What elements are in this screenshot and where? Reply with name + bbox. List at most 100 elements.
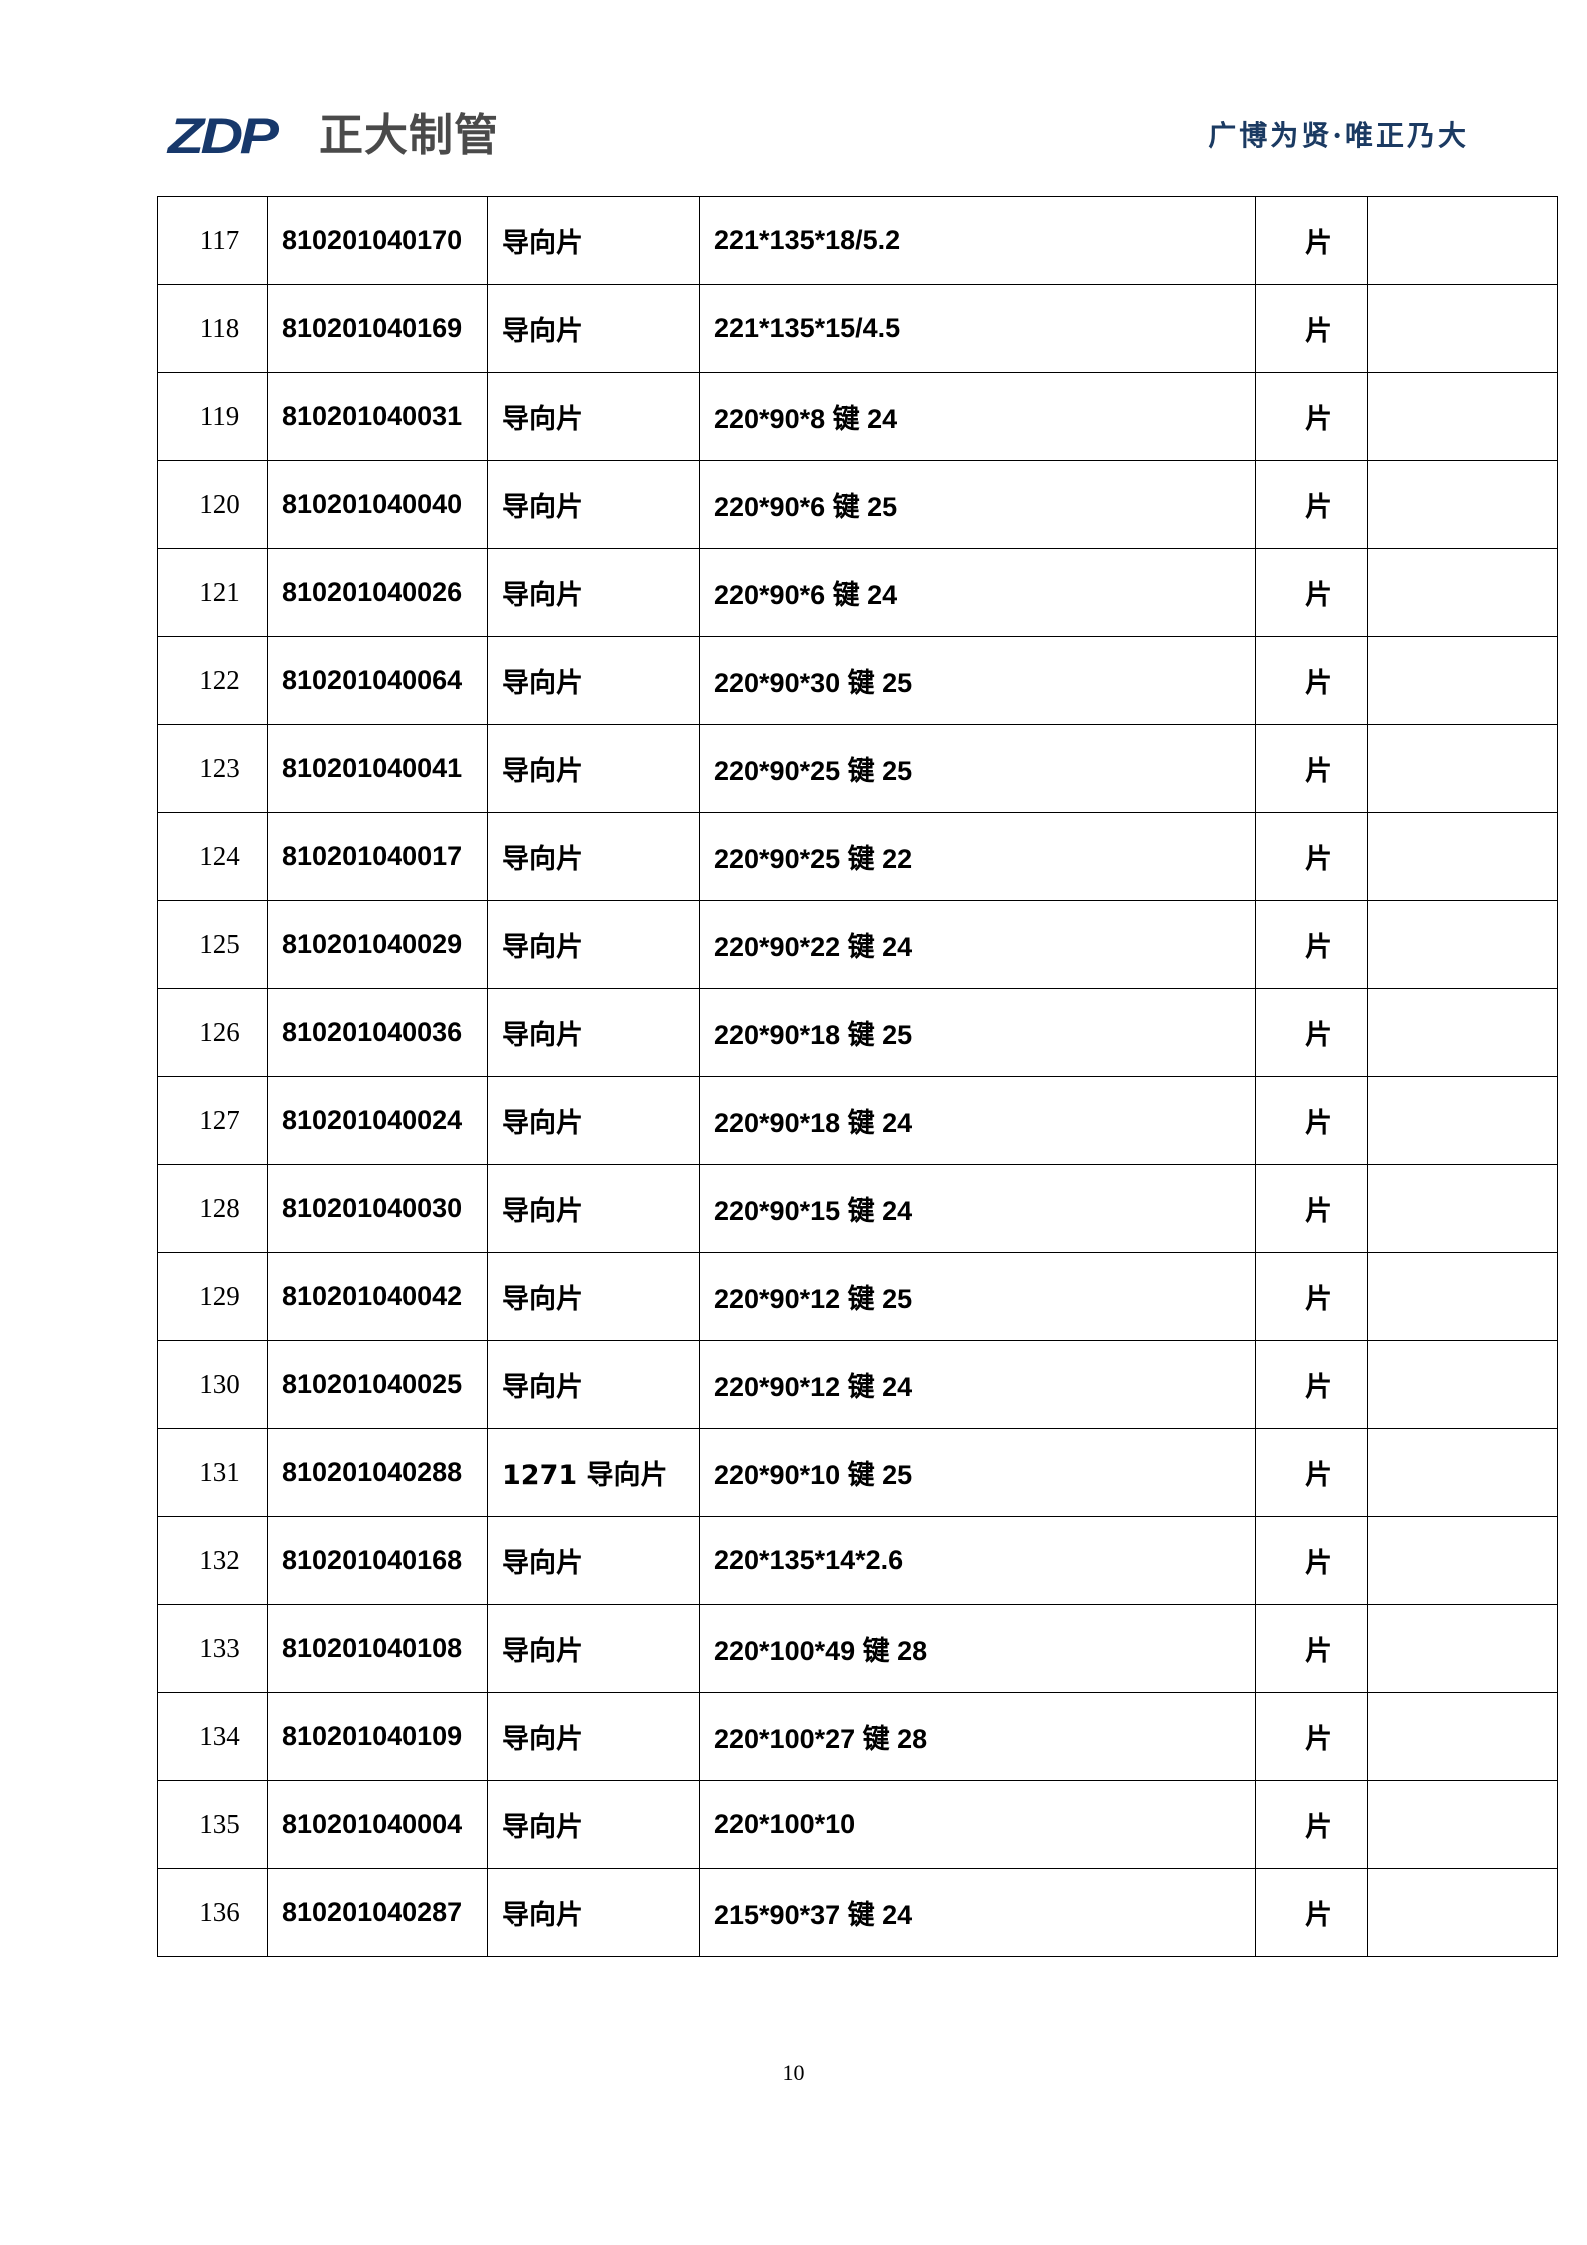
table-row: 129 810201040042 导向片 220*90*12 键 25 片 bbox=[157, 1252, 1558, 1341]
table-row: 131 810201040288 1271 导向片 220*90*10 键 25 片 bbox=[157, 1428, 1558, 1517]
material-name-cell: 导向片 bbox=[487, 1868, 700, 1957]
row-index-cell: 119 bbox=[157, 372, 268, 461]
material-name-cell: 导向片 bbox=[487, 372, 700, 461]
remark-cell bbox=[1367, 812, 1558, 901]
row-index-cell: 123 bbox=[157, 724, 268, 813]
row-index-cell: 136 bbox=[157, 1868, 268, 1957]
material-name-cell: 导向片 bbox=[487, 988, 700, 1077]
specification-cell: 220*90*18 键 25 bbox=[699, 988, 1256, 1077]
table-row: 120 810201040040 导向片 220*90*6 键 25 片 bbox=[157, 460, 1558, 549]
specification-cell: 220*100*49 键 28 bbox=[699, 1604, 1256, 1693]
material-code-cell: 810201040041 bbox=[267, 724, 488, 813]
specification-cell: 220*100*10 bbox=[699, 1780, 1256, 1869]
page-number: 10 bbox=[782, 2060, 805, 2085]
remark-cell bbox=[1367, 1604, 1558, 1693]
material-name-cell: 导向片 bbox=[487, 1692, 700, 1781]
material-code-cell: 810201040004 bbox=[267, 1780, 488, 1869]
unit-cell: 片 bbox=[1255, 284, 1368, 373]
unit-cell: 片 bbox=[1255, 460, 1368, 549]
unit-cell: 片 bbox=[1255, 1692, 1368, 1781]
material-name-cell: 导向片 bbox=[487, 1340, 700, 1429]
remark-cell bbox=[1367, 636, 1558, 725]
specification-cell: 220*90*12 键 24 bbox=[699, 1340, 1256, 1429]
material-code-cell: 810201040036 bbox=[267, 988, 488, 1077]
specification-cell: 220*90*25 键 25 bbox=[699, 724, 1256, 813]
material-name-cell: 导向片 bbox=[487, 812, 700, 901]
row-index-cell: 122 bbox=[157, 636, 268, 725]
remark-cell bbox=[1367, 1340, 1558, 1429]
unit-cell: 片 bbox=[1255, 724, 1368, 813]
remark-cell bbox=[1367, 1164, 1558, 1253]
parts-table: 117 810201040170 导向片 221*135*18/5.2 片 118 8102… bbox=[157, 196, 1558, 1957]
unit-cell: 片 bbox=[1255, 636, 1368, 725]
specification-cell: 220*100*27 键 28 bbox=[699, 1692, 1256, 1781]
table-row: 122 810201040064 导向片 220*90*30 键 25 片 bbox=[157, 636, 1558, 725]
unit-cell: 片 bbox=[1255, 1516, 1368, 1605]
specification-cell: 220*90*8 键 24 bbox=[699, 372, 1256, 461]
row-index-cell: 124 bbox=[157, 812, 268, 901]
table-row: 128 810201040030 导向片 220*90*15 键 24 片 bbox=[157, 1164, 1558, 1253]
material-name-cell: 导向片 bbox=[487, 1516, 700, 1605]
remark-cell bbox=[1367, 1428, 1558, 1517]
remark-cell bbox=[1367, 1868, 1558, 1957]
row-index-cell: 125 bbox=[157, 900, 268, 989]
specification-cell: 220*135*14*2.6 bbox=[699, 1516, 1256, 1605]
material-code-cell: 810201040025 bbox=[267, 1340, 488, 1429]
material-code-cell: 810201040287 bbox=[267, 1868, 488, 1957]
table-row: 123 810201040041 导向片 220*90*25 键 25 片 bbox=[157, 724, 1558, 813]
material-name-cell: 导向片 bbox=[487, 1604, 700, 1693]
material-name-cell: 导向片 bbox=[487, 1164, 700, 1253]
specification-cell: 221*135*18/5.2 bbox=[699, 196, 1256, 285]
remark-cell bbox=[1367, 372, 1558, 461]
remark-cell bbox=[1367, 1076, 1558, 1165]
specification-cell: 221*135*15/4.5 bbox=[699, 284, 1256, 373]
material-code-cell: 810201040024 bbox=[267, 1076, 488, 1165]
table-row: 136 810201040287 导向片 215*90*37 键 24 片 bbox=[157, 1868, 1558, 1957]
unit-cell: 片 bbox=[1255, 1340, 1368, 1429]
unit-cell: 片 bbox=[1255, 1868, 1368, 1957]
material-name-cell: 导向片 bbox=[487, 548, 700, 637]
row-index-cell: 134 bbox=[157, 1692, 268, 1781]
material-code-cell: 810201040170 bbox=[267, 196, 488, 285]
material-name-cell: 导向片 bbox=[487, 460, 700, 549]
remark-cell bbox=[1367, 196, 1558, 285]
page-header: ZDP 正大制管 广博为贤·唯正乃大 bbox=[0, 110, 1587, 180]
table-row: 134 810201040109 导向片 220*100*27 键 28 片 bbox=[157, 1692, 1558, 1781]
specification-cell: 215*90*37 键 24 bbox=[699, 1868, 1256, 1957]
material-code-cell: 810201040030 bbox=[267, 1164, 488, 1253]
specification-cell: 220*90*30 键 25 bbox=[699, 636, 1256, 725]
specification-cell: 220*90*10 键 25 bbox=[699, 1428, 1256, 1517]
table-row: 126 810201040036 导向片 220*90*18 键 25 片 bbox=[157, 988, 1558, 1077]
unit-cell: 片 bbox=[1255, 548, 1368, 637]
specification-cell: 220*90*18 键 24 bbox=[699, 1076, 1256, 1165]
material-code-cell: 810201040108 bbox=[267, 1604, 488, 1693]
unit-cell: 片 bbox=[1255, 196, 1368, 285]
material-name-cell: 导向片 bbox=[487, 724, 700, 813]
row-index-cell: 126 bbox=[157, 988, 268, 1077]
parts-table-container: 117 810201040170 导向片 221*135*18/5.2 片 118 8102… bbox=[157, 196, 1558, 1957]
row-index-cell: 118 bbox=[157, 284, 268, 373]
unit-cell: 片 bbox=[1255, 1780, 1368, 1869]
row-index-cell: 129 bbox=[157, 1252, 268, 1341]
table-row: 124 810201040017 导向片 220*90*25 键 22 片 bbox=[157, 812, 1558, 901]
page-footer: 10 bbox=[0, 2060, 1587, 2086]
remark-cell bbox=[1367, 284, 1558, 373]
specification-cell: 220*90*6 键 25 bbox=[699, 460, 1256, 549]
remark-cell bbox=[1367, 1516, 1558, 1605]
unit-cell: 片 bbox=[1255, 1604, 1368, 1693]
row-index-cell: 135 bbox=[157, 1780, 268, 1869]
table-row: 118 810201040169 导向片 221*135*15/4.5 片 bbox=[157, 284, 1558, 373]
remark-cell bbox=[1367, 988, 1558, 1077]
row-index-cell: 120 bbox=[157, 460, 268, 549]
unit-cell: 片 bbox=[1255, 1428, 1368, 1517]
material-code-cell: 810201040040 bbox=[267, 460, 488, 549]
row-index-cell: 130 bbox=[157, 1340, 268, 1429]
row-index-cell: 117 bbox=[157, 196, 268, 285]
material-code-cell: 810201040169 bbox=[267, 284, 488, 373]
unit-cell: 片 bbox=[1255, 1164, 1368, 1253]
material-code-cell: 810201040288 bbox=[267, 1428, 488, 1517]
table-row: 121 810201040026 导向片 220*90*6 键 24 片 bbox=[157, 548, 1558, 637]
logo-company-name-cn: 正大制管 bbox=[319, 110, 499, 161]
specification-cell: 220*90*25 键 22 bbox=[699, 812, 1256, 901]
material-name-cell: 导向片 bbox=[487, 636, 700, 725]
